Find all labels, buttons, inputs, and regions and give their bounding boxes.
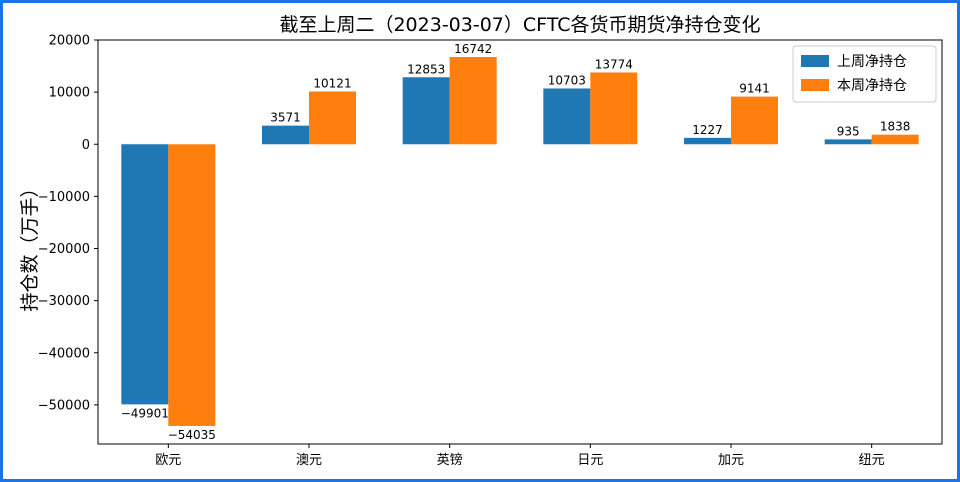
legend-label-1: 上周净持仓 [837, 54, 907, 70]
data-label-1-4: 10703 [548, 73, 586, 87]
data-label-1-3: 12853 [407, 62, 445, 76]
data-label-2-6: 1838 [880, 120, 911, 134]
bar-1-3 [402, 77, 450, 145]
x-tick-label-1: 欧元 [155, 453, 181, 468]
axes-frame [97, 39, 943, 445]
y-tick-label-2: 10000 [49, 86, 90, 101]
bar-1-2 [262, 125, 309, 145]
data-label-2-4: 13774 [595, 57, 633, 71]
x-tick-label-6: 纽元 [859, 453, 885, 468]
bar-2-2 [309, 91, 356, 145]
x-tick-label-2: 澳元 [296, 452, 322, 468]
data-label-1-5: 1227 [692, 123, 723, 137]
y-tick-label-5: −20000 [38, 242, 90, 257]
data-label-2-3: 16742 [454, 42, 492, 56]
legend-swatch-2 [801, 79, 829, 91]
bar-1-4 [543, 88, 591, 145]
x-tick-label-5: 加元 [718, 453, 744, 468]
data-label-2-1: −54035 [168, 428, 216, 442]
plot-area: −49901 3571 12853 10703 1227 935 −54035 10121 16… [38, 34, 943, 468]
y-tick-label-6: −30000 [38, 294, 90, 309]
legend-swatch-1 [801, 55, 829, 67]
data-label-2-5: 9141 [739, 82, 770, 96]
chart-title: 截至上周二（2023-03-07）CFTC各货币期货净持仓变化 [279, 14, 760, 36]
x-tick-label-4: 日元 [577, 453, 603, 468]
data-label-1-6: 935 [837, 124, 860, 138]
legend-label-2: 本周净持仓 [837, 78, 907, 94]
y-tick-label-3: 0 [82, 138, 90, 153]
bar-2-6 [871, 134, 919, 145]
bar-2-4 [590, 72, 638, 145]
bar-1-5 [684, 137, 731, 145]
bar-2-3 [449, 56, 497, 145]
data-label-1-2: 3571 [270, 111, 301, 125]
y-tick-label-4: −10000 [38, 190, 90, 205]
x-tick-label-3: 英镑 [437, 452, 463, 468]
y-axis-label: 持仓数（万手） [19, 178, 41, 311]
bar-2-5 [731, 96, 778, 145]
bar-2-1 [168, 144, 216, 426]
data-label-2-2: 10121 [313, 76, 351, 90]
y-tick-label-8: −50000 [38, 398, 90, 413]
bar-1-6 [824, 139, 872, 145]
bar-1-1 [121, 144, 169, 405]
y-tick-label-1: 20000 [49, 34, 90, 49]
data-label-1-1: −49901 [121, 406, 169, 420]
y-tick-label-7: −40000 [38, 346, 90, 361]
